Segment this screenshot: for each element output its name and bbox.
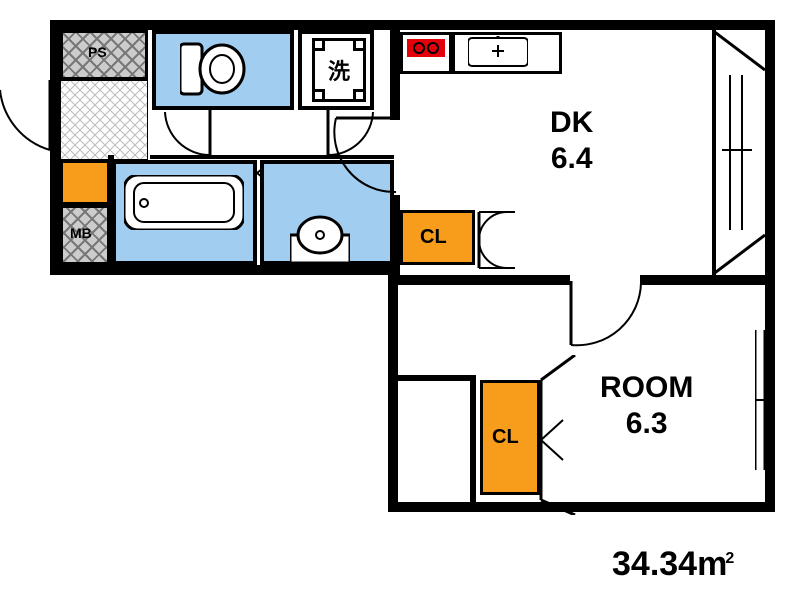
mb-label: MB bbox=[70, 225, 92, 242]
dk-entry-door bbox=[330, 112, 410, 202]
entry-door-arc bbox=[0, 80, 60, 160]
room-window bbox=[755, 330, 775, 470]
dk-window-lines bbox=[712, 30, 765, 275]
cl2-door bbox=[535, 355, 595, 515]
stove bbox=[400, 32, 452, 74]
bathtub bbox=[124, 175, 244, 230]
toilet-fixture bbox=[180, 34, 250, 104]
dk-room-door bbox=[565, 275, 655, 355]
cl1-door bbox=[475, 208, 545, 278]
cl1-label: CL bbox=[420, 225, 447, 249]
area-label: 34.34m2 bbox=[612, 545, 734, 584]
dk-label: DK6.4 bbox=[550, 105, 593, 177]
wash-machine: 洗 bbox=[312, 38, 366, 102]
ps-label: PS bbox=[88, 44, 107, 61]
cl2-label: CL bbox=[492, 425, 519, 449]
floor-plan-canvas: PS MB 洗 bbox=[0, 0, 800, 590]
kitchen-sink bbox=[468, 36, 528, 68]
vanity-sink bbox=[290, 215, 350, 263]
entry-shoebox bbox=[60, 160, 110, 205]
entry-hatch bbox=[60, 80, 148, 160]
room-label: ROOM6.3 bbox=[600, 370, 693, 442]
